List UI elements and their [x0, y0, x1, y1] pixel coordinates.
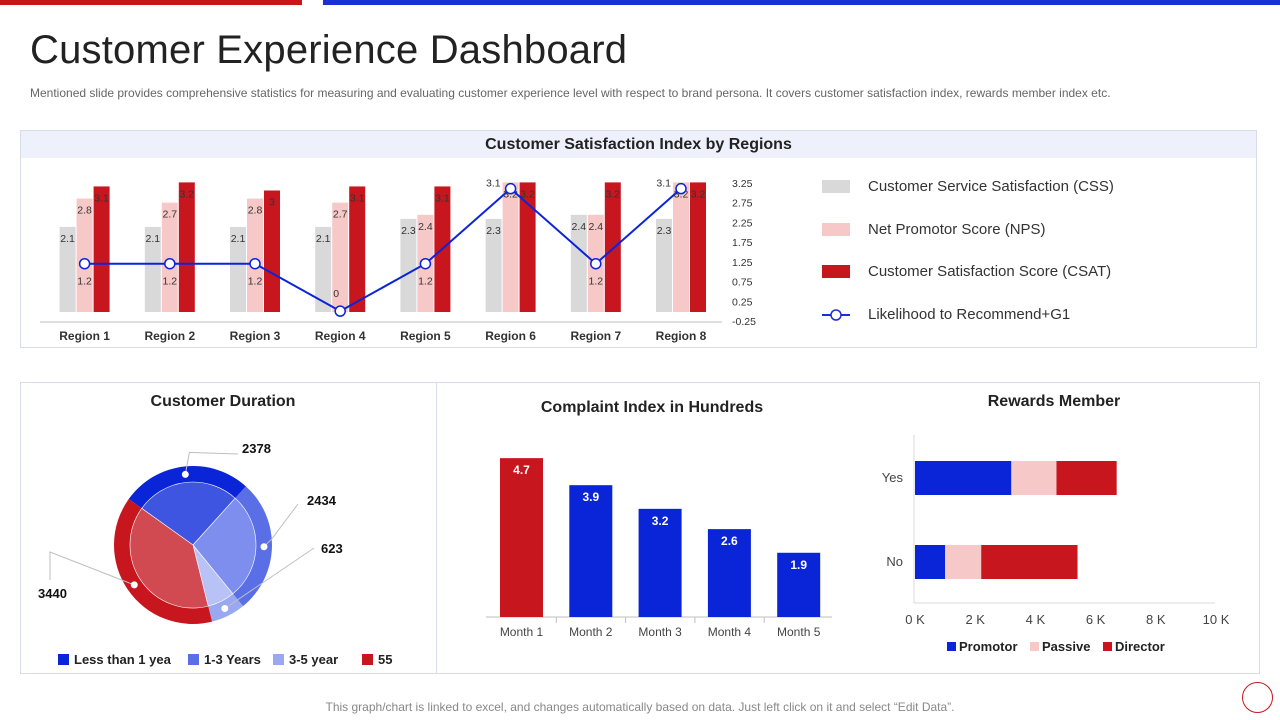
- legend-nps[interactable]: Net Promotor Score (NPS): [822, 221, 1046, 238]
- pie-legend-swatch: [362, 654, 373, 665]
- duration-chart-title: Customer Duration: [150, 393, 296, 410]
- rewards-legend-label: Director: [1115, 639, 1165, 654]
- rewards-legend-swatch: [1103, 642, 1112, 651]
- pie-legend-swatch: [188, 654, 199, 665]
- rewards-legend-label: Passive: [1042, 639, 1091, 654]
- legend-css-label: Customer Service Satisfaction (CSS): [868, 178, 1114, 195]
- legend-css-swatch: [822, 180, 850, 193]
- legend-nps-swatch: [822, 223, 850, 236]
- legend-ltr-marker: [822, 308, 850, 321]
- corner-circle-icon: [1242, 682, 1273, 713]
- bottom-panel: [20, 382, 1260, 674]
- page-title: Customer Experience Dashboard: [30, 28, 628, 72]
- legend-csat[interactable]: Customer Satisfaction Score (CSAT): [822, 263, 1111, 280]
- pie-legend-less-1[interactable]: Less than 1 yea: [58, 652, 171, 667]
- pie-legend-swatch: [58, 654, 69, 665]
- complaint-chart-title: Complaint Index in Hundreds: [540, 399, 764, 416]
- top-accent-blue: [323, 0, 1280, 5]
- legend-nps-label: Net Promotor Score (NPS): [868, 221, 1046, 238]
- legend-css[interactable]: Customer Service Satisfaction (CSS): [822, 178, 1114, 195]
- legend-ltr[interactable]: Likelihood to Recommend+G1: [822, 306, 1070, 323]
- pie-legend-1-3[interactable]: 1-3 Years: [188, 652, 261, 667]
- pie-legend-label: 55: [378, 652, 393, 667]
- legend-ltr-label: Likelihood to Recommend+G1: [868, 306, 1071, 323]
- rewards-legend-promotor[interactable]: Promotor: [947, 639, 1018, 654]
- pie-legend-label: Less than 1 yea: [74, 652, 171, 667]
- satisfaction-panel: Customer Satisfaction Index by Regions: [20, 130, 1257, 348]
- rewards-chart-title: Rewards Member: [987, 393, 1121, 410]
- pie-legend-3-5[interactable]: 3-5 year: [273, 652, 338, 667]
- pie-legend-55[interactable]: 55: [362, 652, 392, 667]
- bottom-divider: [436, 383, 437, 673]
- top-accent-red: [0, 0, 302, 5]
- rewards-legend-swatch: [1030, 642, 1039, 651]
- rewards-legend-passive[interactable]: Passive: [1030, 639, 1090, 654]
- pie-legend-label: 3-5 year: [289, 652, 339, 667]
- pie-legend-swatch: [273, 654, 284, 665]
- legend-csat-swatch: [822, 265, 850, 278]
- satisfaction-chart-title: Customer Satisfaction Index by Regions: [21, 131, 1256, 158]
- pie-legend-label: 1-3 Years: [204, 652, 261, 667]
- rewards-legend-swatch: [947, 642, 956, 651]
- rewards-legend-director[interactable]: Director: [1103, 639, 1165, 654]
- rewards-legend-label: Promotor: [959, 639, 1018, 654]
- legend-csat-label: Customer Satisfaction Score (CSAT): [868, 263, 1112, 280]
- footer-note: This graph/chart is linked to excel, and…: [325, 700, 955, 714]
- page-subtitle: Mentioned slide provides comprehensive s…: [30, 86, 1111, 100]
